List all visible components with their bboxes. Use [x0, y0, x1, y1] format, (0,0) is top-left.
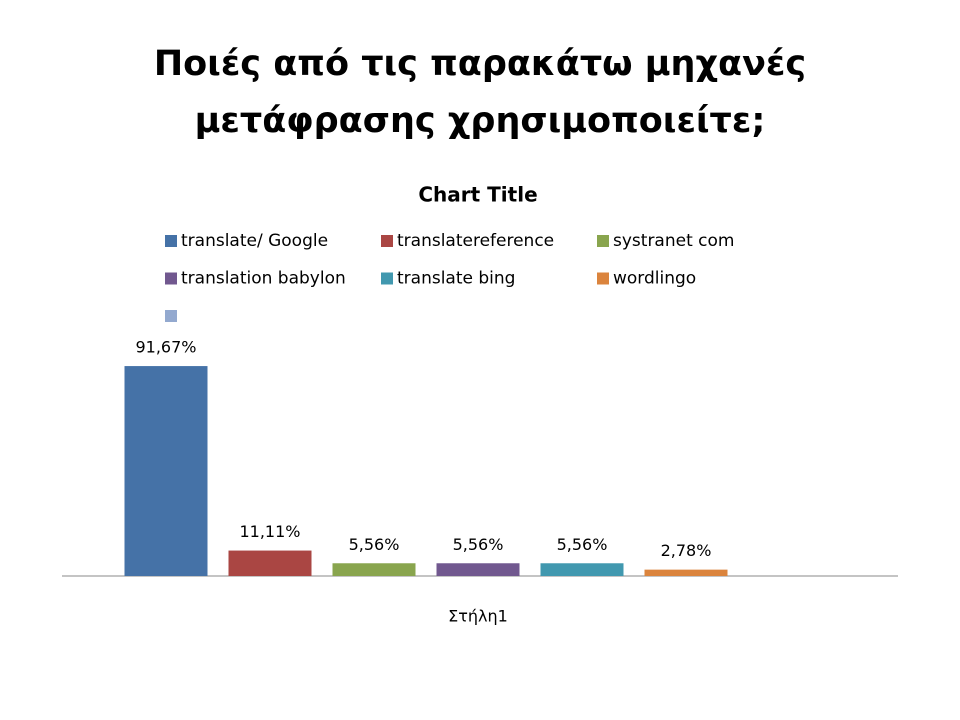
- value-label: 2,78%: [661, 541, 712, 560]
- legend-swatch: [381, 235, 393, 247]
- legend-label: wordlingo: [613, 269, 696, 289]
- value-label: 91,67%: [135, 338, 196, 357]
- value-label: 11,11%: [239, 522, 300, 541]
- legend-swatch: [165, 310, 177, 322]
- slide-title: μετάφρασης χρησιμοποιείτε;: [195, 101, 766, 141]
- legend-label: translate/ Google: [181, 231, 328, 251]
- legend-swatch: [165, 272, 177, 285]
- legend-label: translation babylon: [181, 269, 346, 289]
- value-label: 5,56%: [453, 535, 504, 554]
- bar: [228, 550, 312, 576]
- legend-label: translatereference: [397, 231, 554, 251]
- bar: [436, 563, 520, 576]
- x-tick-label: Στήλη1: [448, 607, 508, 626]
- legend-swatch: [597, 272, 609, 285]
- legend-swatch: [381, 272, 393, 285]
- legend-label: systranet com: [613, 231, 734, 251]
- legend-label: translate bing: [397, 269, 515, 289]
- slide-title: Ποιές από τις παρακάτω μηχανές: [154, 44, 806, 84]
- bar: [332, 563, 416, 576]
- legend-swatch: [597, 235, 609, 247]
- legend-swatch: [165, 235, 177, 247]
- bar: [124, 366, 208, 576]
- value-label: 5,56%: [557, 535, 608, 554]
- bar: [540, 563, 624, 576]
- bar: [644, 569, 728, 576]
- chart-title: Chart Title: [418, 183, 537, 207]
- value-label: 5,56%: [349, 535, 400, 554]
